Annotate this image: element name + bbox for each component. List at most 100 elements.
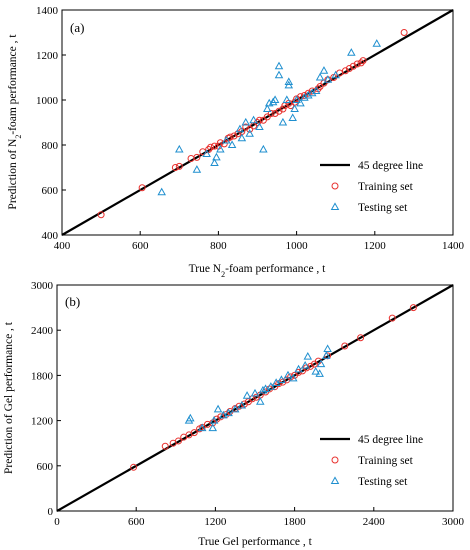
axes-a: 400 600 800 1000 1200 1400 400 600 800 1000 1200 14… — [36, 5, 465, 252]
training-point — [174, 437, 182, 445]
testing-point — [284, 80, 294, 89]
y-tick-label: 1200 — [36, 50, 59, 62]
testing-point — [258, 385, 268, 394]
testing-point — [209, 415, 219, 424]
series-layer-a — [61, 9, 454, 236]
training-point — [190, 429, 198, 437]
testing-point — [250, 388, 260, 397]
training-point — [171, 164, 179, 171]
testing-point — [294, 364, 303, 373]
x-tick-label: 3000 — [442, 516, 465, 528]
training-point — [388, 314, 396, 322]
testing-point — [259, 144, 268, 153]
training-point — [279, 105, 287, 113]
testing-point — [186, 413, 195, 422]
testing-point — [296, 98, 305, 107]
panel-label-a: (a) — [70, 20, 84, 35]
testing-point — [210, 158, 219, 167]
x-tick-label: 1000 — [286, 240, 309, 252]
testing-point — [283, 370, 293, 379]
training-point — [271, 110, 279, 117]
testing-point — [277, 375, 286, 383]
training-point — [230, 132, 238, 140]
training-point — [267, 110, 275, 117]
series-layer-b — [56, 284, 454, 512]
training-point — [349, 62, 357, 70]
training-point — [275, 107, 283, 115]
testing-point — [288, 113, 297, 122]
x-tick-label: 1200 — [364, 240, 387, 252]
x-tick-label: 600 — [132, 240, 149, 252]
training-point — [341, 67, 349, 75]
testing-point — [315, 72, 325, 81]
testing-point — [270, 95, 280, 104]
testing-point — [274, 61, 284, 70]
y-tick-label: 400 — [42, 230, 59, 242]
testing-point — [290, 104, 299, 113]
training-point — [242, 123, 250, 131]
training-point — [226, 133, 234, 141]
legend-label: Training set — [358, 181, 414, 193]
testing-point — [311, 86, 321, 95]
training-point — [400, 29, 408, 36]
training-point — [357, 59, 365, 67]
legend-triangle-swatch — [330, 202, 340, 211]
training-point — [175, 162, 183, 170]
testing-point — [315, 369, 324, 377]
testing-point — [255, 122, 264, 131]
legend-a: 45 degree line Training set Testing set — [320, 160, 423, 214]
y-axis-label-b: Prediction of Gel performance , t — [3, 321, 15, 474]
training-point — [409, 304, 417, 312]
legend-b: 45 degree line Training set Testing set — [320, 434, 423, 488]
testing-point — [242, 391, 252, 399]
testing-point — [268, 97, 278, 106]
testing-point — [316, 359, 326, 368]
training-point — [130, 463, 138, 471]
y-tick-label: 2400 — [31, 325, 54, 337]
testing-point — [282, 95, 292, 104]
testing-point — [224, 408, 233, 417]
testing-point — [331, 70, 340, 79]
plot-frame-b — [56, 284, 454, 512]
training-point — [357, 334, 365, 342]
testing-point — [292, 95, 301, 104]
testing-point — [307, 88, 317, 97]
testing-point — [300, 360, 310, 369]
testing-point — [175, 144, 184, 153]
chart-panel-b: 0 600 1200 1800 2400 3000 0 600 1200 1800 2400 3000… — [3, 280, 465, 548]
testing-point — [304, 90, 313, 99]
x-tick-label: 1200 — [204, 516, 227, 528]
x-tick-label: 2400 — [363, 516, 386, 528]
testing-point — [347, 48, 356, 56]
training-point — [193, 153, 201, 161]
y-tick-label: 1200 — [31, 416, 54, 428]
testing-point — [278, 117, 288, 126]
legend-label: Training set — [358, 455, 414, 467]
testing-point — [274, 70, 284, 79]
x-tick-label: 1800 — [284, 516, 307, 528]
y-tick-label: 0 — [48, 506, 54, 518]
training-point — [341, 342, 349, 350]
testing-point — [202, 149, 211, 158]
training-point — [252, 393, 260, 401]
testing-point — [289, 373, 298, 382]
y-tick-label: 1400 — [36, 5, 59, 17]
training-point — [97, 211, 105, 219]
testing-point — [241, 117, 251, 126]
testing-point — [227, 140, 237, 149]
legend-label: 45 degree line — [358, 434, 423, 446]
testing-point — [256, 397, 265, 405]
testing-point — [208, 423, 218, 432]
testing-point — [323, 75, 333, 83]
legend-triangle-swatch — [330, 476, 340, 485]
training-point — [207, 143, 215, 151]
y-tick-label: 600 — [42, 185, 59, 197]
y-tick-label: 1000 — [36, 95, 59, 107]
training-point — [161, 442, 169, 450]
training-point — [138, 184, 146, 192]
legend-label: Testing set — [358, 476, 408, 488]
training-point — [210, 142, 218, 150]
testing-point — [237, 400, 247, 409]
legend-circle-swatch — [331, 456, 339, 464]
